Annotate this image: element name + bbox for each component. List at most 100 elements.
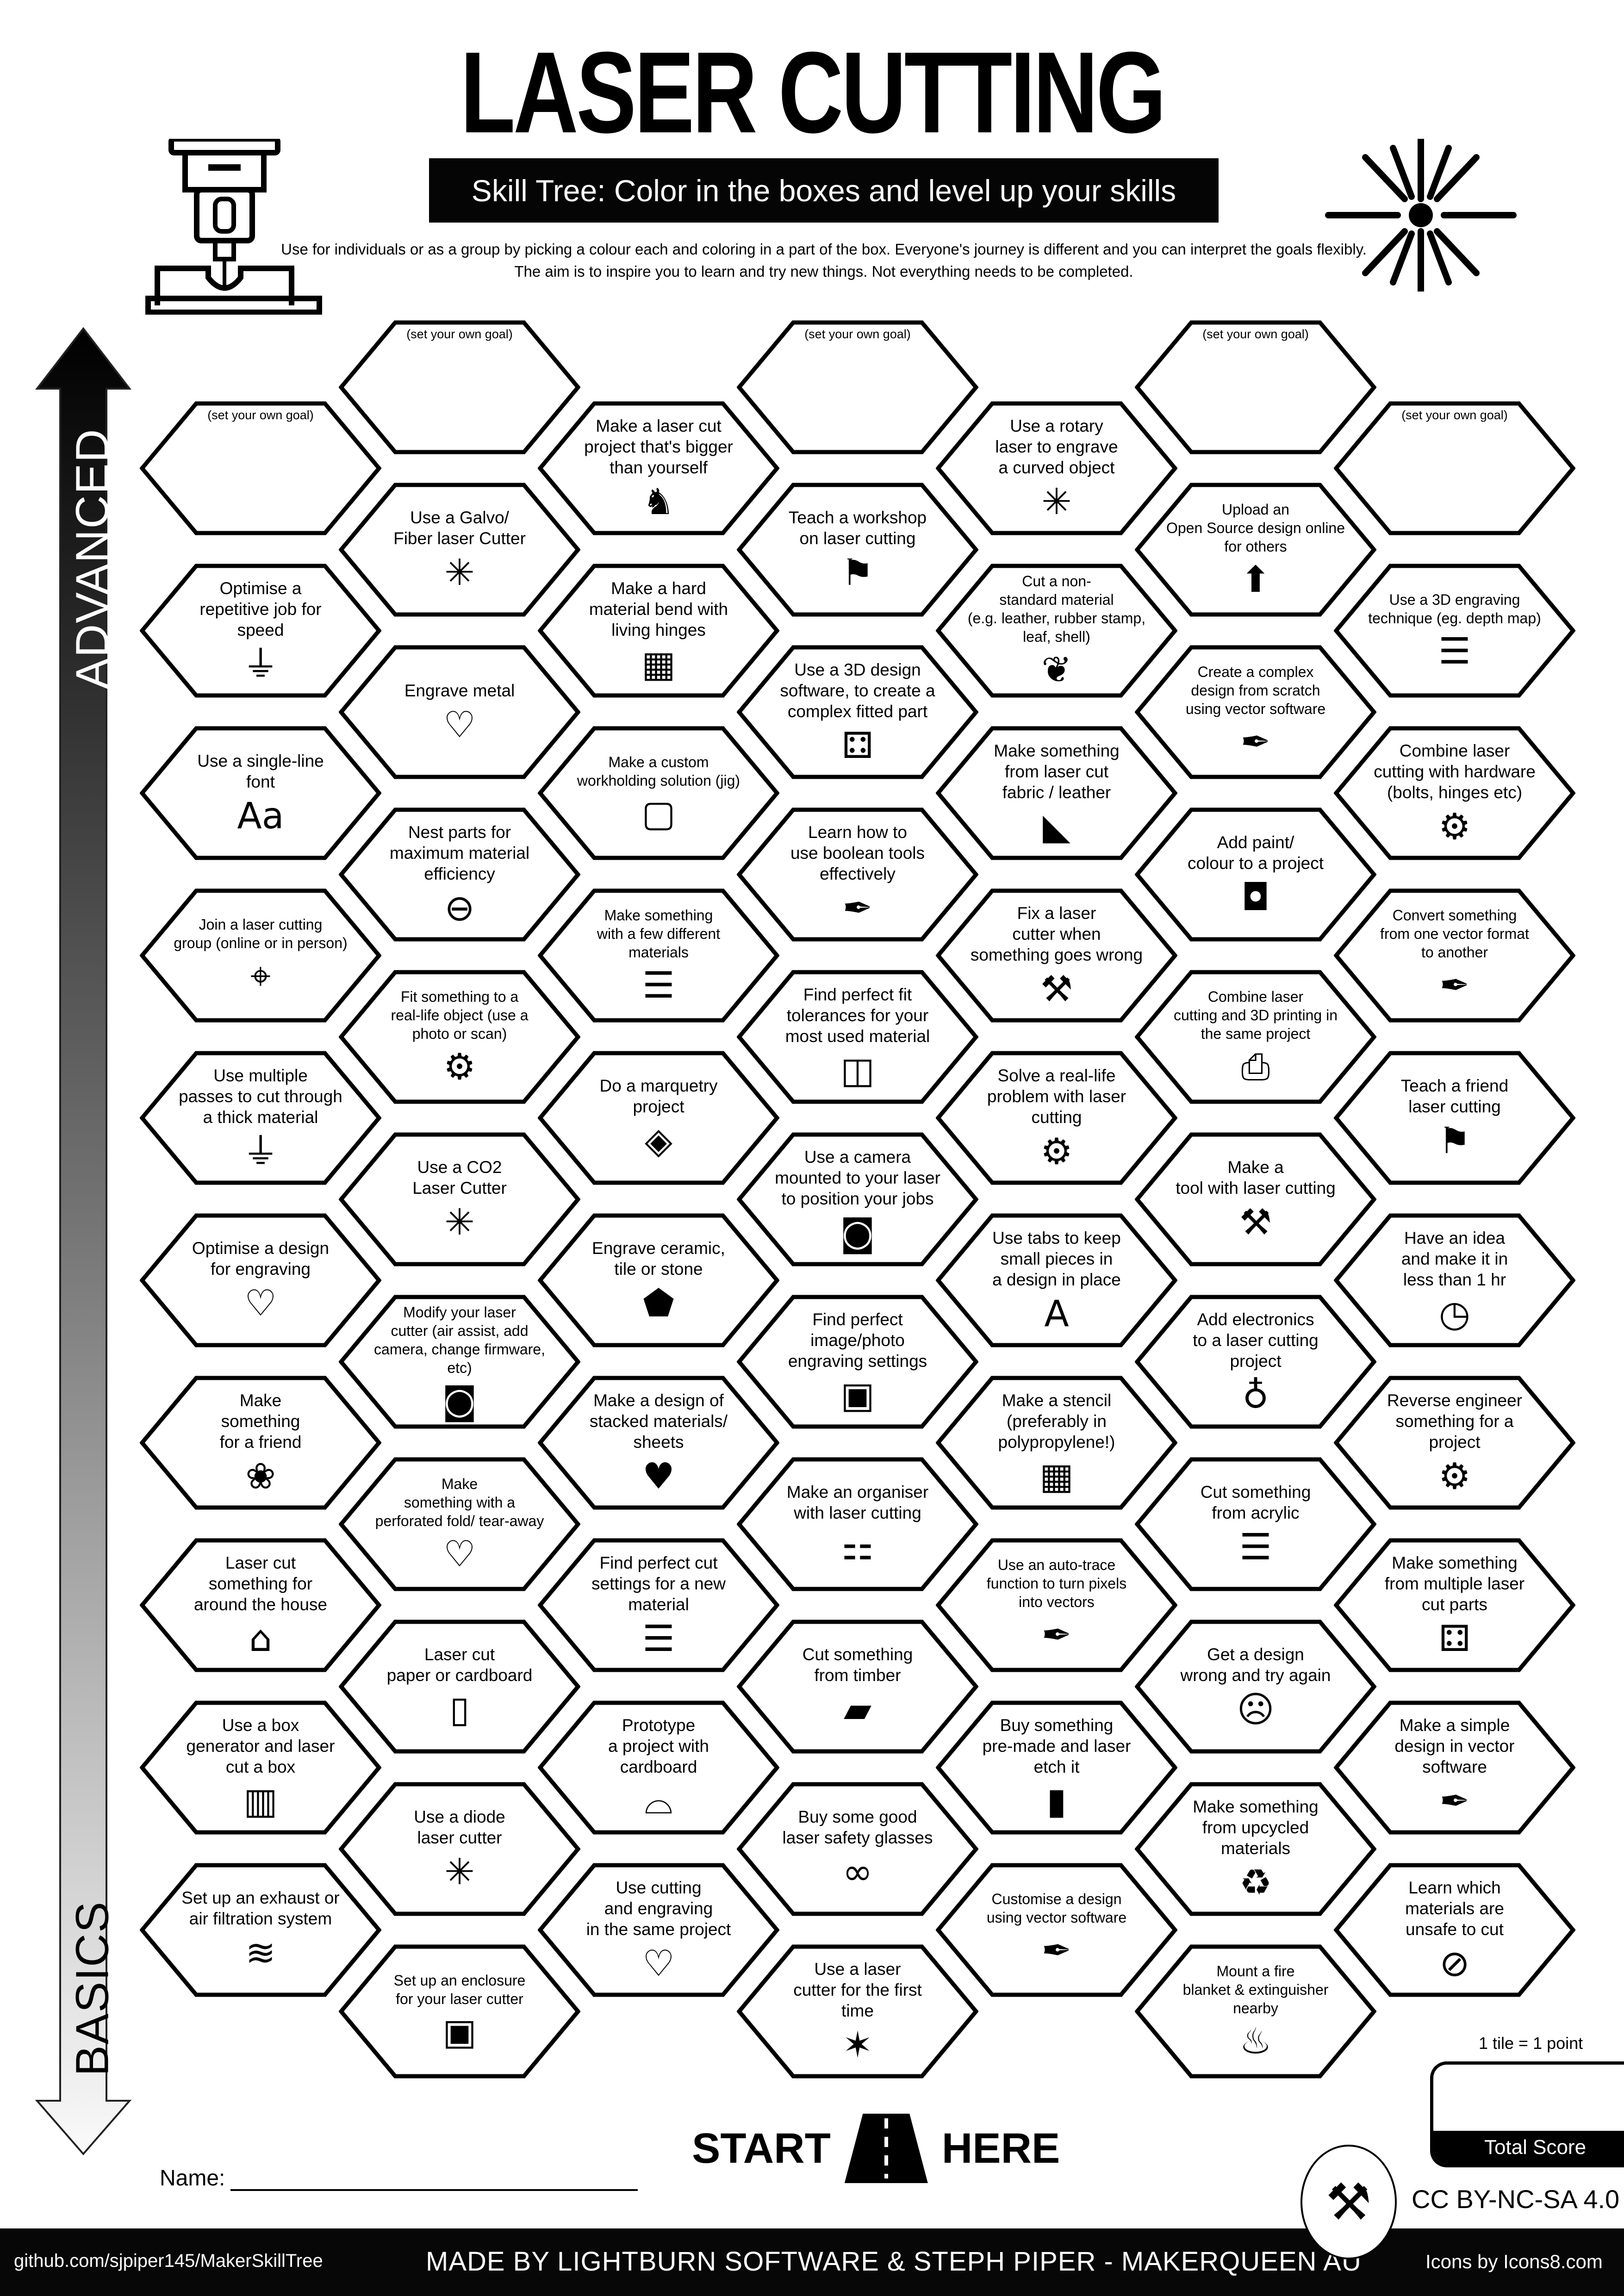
tile-label: Get a design wrong and try again [1180, 1645, 1331, 1685]
goal-tile[interactable]: (set your own goal) [339, 320, 580, 454]
skill-tile[interactable]: Fix a laser cutter when something goes w… [936, 888, 1177, 1023]
skill-tile[interactable]: Add paint/ colour to a project ◘ [1135, 807, 1376, 942]
skill-tile[interactable]: Laser cut paper or cardboard ▯ [339, 1620, 580, 1754]
hex-outline [737, 1132, 978, 1266]
skill-tile[interactable]: Engrave metal ♡ [339, 645, 580, 779]
skill-tile[interactable]: Upload an Open Source design online for … [1135, 483, 1376, 617]
start-here-marker: START HERE [692, 2114, 1060, 2183]
hex-outline [1135, 483, 1376, 617]
skill-tile[interactable]: Use a rotary laser to engrave a curved o… [936, 401, 1177, 535]
hex-outline [140, 888, 381, 1023]
name-field[interactable]: Name: [160, 2166, 638, 2191]
name-line[interactable] [230, 2171, 638, 2191]
skill-tile[interactable]: Set up an exhaust or air filtration syst… [140, 1863, 381, 1997]
total-score-box[interactable]: Total Score [1430, 2061, 1624, 2167]
skill-tile[interactable]: Learn how to use boolean tools effective… [737, 807, 978, 942]
skill-tile[interactable]: Set up an enclosure for your laser cutte… [339, 1944, 580, 2079]
skill-tile[interactable]: Reverse engineer something for a project… [1334, 1376, 1575, 1510]
skill-tile[interactable]: Cut something from timber ▰ [737, 1620, 978, 1754]
skill-tile[interactable]: Teach a friend laser cutting ⚑ [1334, 1051, 1575, 1185]
skill-tile[interactable]: Make something from multiple laser cut p… [1334, 1538, 1575, 1672]
skill-tile[interactable]: Mount a fire blanket & extinguisher near… [1135, 1944, 1376, 2079]
name-label: Name: [160, 2166, 225, 2191]
laser-burst-icon: ✳ [444, 1851, 475, 1893]
skill-tile[interactable]: Combine laser cutting and 3D printing in… [1135, 970, 1376, 1104]
github-link[interactable]: github.com/sjpiper145/MakerSkillTree [14, 2251, 323, 2271]
skill-tile[interactable]: Cut something from acrylic ☰ [1135, 1457, 1376, 1591]
goal-tile[interactable]: (set your own goal) [737, 320, 978, 454]
skill-tile[interactable]: Use a camera mounted to your laser to po… [737, 1132, 978, 1266]
skill-tile[interactable]: Make a design of stacked materials/ shee… [538, 1376, 779, 1510]
skill-tile[interactable]: Make a simple design in vector software ✒ [1334, 1700, 1575, 1835]
skill-tile[interactable]: Join a laser cutting group (online or in… [140, 888, 381, 1023]
skill-tile[interactable]: Make a custom workholding solution (jig)… [538, 726, 779, 860]
skill-tile[interactable]: Use a laser cutter for the first time ✶ [737, 1944, 978, 2079]
hex-outline [538, 564, 779, 698]
skill-tile[interactable]: Customise a design using vector software… [936, 1863, 1177, 1997]
fitted-parts-icon: ⚃ [1439, 1618, 1470, 1660]
goal-tile[interactable]: (set your own goal) [1135, 320, 1376, 454]
skill-tile[interactable]: Combine laser cutting with hardware (bol… [1334, 726, 1575, 860]
tile-label: Make a tool with laser cutting [1176, 1158, 1336, 1198]
skill-tile[interactable]: Find perfect fit tolerances for your mos… [737, 970, 978, 1104]
skill-tile[interactable]: Make a stencil (preferably in polypropyl… [936, 1376, 1177, 1510]
skill-tile[interactable]: Create a complex design from scratch usi… [1135, 645, 1376, 779]
skill-tile[interactable]: Learn which materials are unsafe to cut ⊘ [1334, 1863, 1575, 1997]
tile-label: Use a camera mounted to your laser to po… [775, 1147, 940, 1208]
skill-tile[interactable]: Make a laser cut project that's bigger t… [538, 401, 779, 535]
skill-tile[interactable]: Use a single-line font Aa [140, 726, 381, 860]
tile-label: Mount a fire blanket & extinguisher near… [1182, 1963, 1329, 2017]
skill-tile[interactable]: Make something with a perforated fold/ t… [339, 1457, 580, 1591]
skill-tile[interactable]: Make a hard material bend with living hi… [538, 564, 779, 698]
skill-tile[interactable]: Cut a non- standard material (e.g. leath… [936, 564, 1177, 698]
skill-tile[interactable]: Have an idea and make it in less than 1 … [1334, 1213, 1575, 1347]
skill-tile[interactable]: Get a design wrong and try again ☹ [1135, 1620, 1376, 1754]
skill-tile[interactable]: Prototype a project with cardboard ⌓ [538, 1700, 779, 1835]
hex-outline [538, 1376, 779, 1510]
skill-tile[interactable]: Make something from upcycled materials ♻ [1135, 1782, 1376, 1916]
skill-tile[interactable]: Make an organiser with laser cutting ⚏ [737, 1457, 978, 1591]
skill-tile[interactable]: Use multiple passes to cut through a thi… [140, 1051, 381, 1185]
tile-label: Create a complex design from scratch usi… [1185, 664, 1326, 717]
skill-tile[interactable]: Fit something to a real-life object (use… [339, 970, 580, 1104]
skill-tile[interactable]: Make something with a few different mate… [538, 888, 779, 1023]
skill-tile[interactable]: Use a 3D design software, to create a co… [737, 645, 978, 779]
skill-tile[interactable]: Use cutting and engraving in the same pr… [538, 1863, 779, 1997]
skill-tile[interactable]: Make a tool with laser cutting ⚒ [1135, 1132, 1376, 1266]
tile-label: Learn which materials are unsafe to cut [1405, 1878, 1504, 1939]
skill-tile[interactable]: Use tabs to keep small pieces in a desig… [936, 1213, 1177, 1347]
skill-tile[interactable]: Optimise a design for engraving ♡ [140, 1213, 381, 1347]
skill-tile[interactable]: Solve a real-life problem with laser cut… [936, 1051, 1177, 1185]
box-tolerance-icon: ◫ [840, 1049, 875, 1092]
skill-tile[interactable]: Use a CO2 Laser Cutter ✳ [339, 1132, 580, 1266]
skill-tile[interactable]: Find perfect image/photo engraving setti… [737, 1295, 978, 1429]
skill-tile[interactable]: Use a diode laser cutter ✳ [339, 1782, 580, 1916]
skill-tile[interactable]: Make something from laser cut fabric / l… [936, 726, 1177, 860]
skill-tile[interactable]: Use a box generator and laser cut a box ▥ [140, 1700, 381, 1835]
skill-tile[interactable]: Convert something from one vector format… [1334, 888, 1575, 1023]
skill-tile[interactable]: Make something for a friend ❀ [140, 1376, 381, 1510]
skill-tile[interactable]: Use a 3D engraving technique (eg. depth … [1334, 564, 1575, 698]
skill-tile[interactable]: Buy some good laser safety glasses ∞ [737, 1782, 978, 1916]
goal-tile[interactable]: (set your own goal) [1334, 401, 1575, 535]
skill-tile[interactable]: Buy something pre-made and laser etch it… [936, 1700, 1177, 1835]
hex-outline [936, 564, 1177, 698]
skill-tile[interactable]: Use a Galvo/ Fiber laser Cutter ✳ [339, 483, 580, 617]
skill-tile[interactable]: Use an auto-trace function to turn pixel… [936, 1538, 1177, 1672]
skill-tile[interactable]: Teach a workshop on laser cutting ⚑ [737, 483, 978, 617]
hex-outline [339, 1620, 580, 1754]
skill-tile[interactable]: Laser cut something for around the house… [140, 1538, 381, 1672]
goal-tile[interactable]: (set your own goal) [140, 401, 381, 535]
hex-outline [140, 1376, 381, 1510]
tile-label: Find perfect fit tolerances for your mos… [785, 985, 930, 1046]
skill-tile[interactable]: Do a marquetry project ◈ [538, 1051, 779, 1185]
skill-tile[interactable]: Modify your laser cutter (air assist, ad… [339, 1295, 580, 1429]
skill-tile[interactable]: Add electronics to a laser cutting proje… [1135, 1295, 1376, 1429]
hex-outline [1135, 1620, 1376, 1754]
skill-tile[interactable]: Engrave ceramic, tile or stone ⬟ [538, 1213, 779, 1347]
icons-credit: Icons by Icons8.com [1425, 2251, 1603, 2272]
skill-tile[interactable]: Find perfect cut settings for a new mate… [538, 1538, 779, 1672]
skill-tile[interactable]: Optimise a repetitive job for speed ⏚ [140, 564, 381, 698]
skill-tile[interactable]: Nest parts for maximum material efficien… [339, 807, 580, 942]
tile-label: Fix a laser cutter when something goes w… [970, 903, 1143, 964]
